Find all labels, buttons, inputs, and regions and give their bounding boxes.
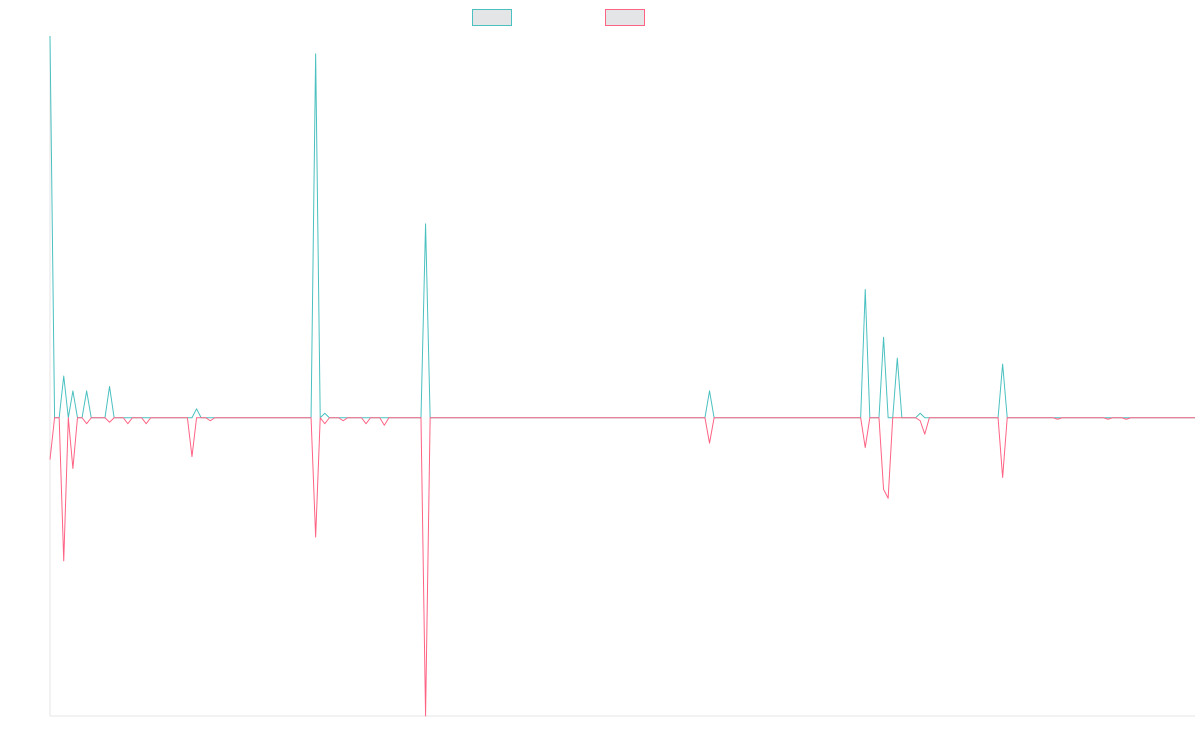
series-line-2 bbox=[49, 417, 1195, 717]
legend-swatch-1 bbox=[472, 9, 512, 26]
legend-swatch-2 bbox=[605, 9, 645, 26]
series-line-1 bbox=[49, 35, 1195, 419]
